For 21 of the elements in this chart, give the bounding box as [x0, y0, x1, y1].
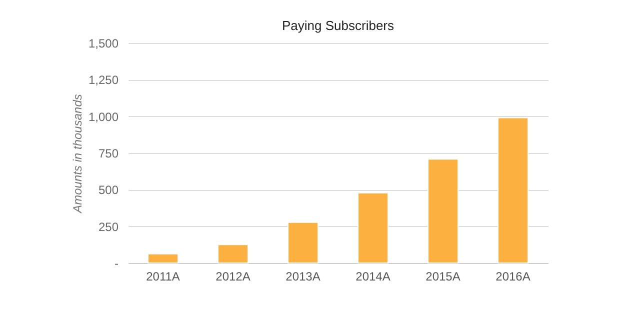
- y-axis-title: Amounts in thousands: [70, 94, 84, 214]
- text: 1,000: [88, 110, 118, 124]
- text: 1,250: [88, 73, 118, 88]
- text: 1,500: [88, 36, 118, 50]
- bar: [218, 244, 248, 264]
- x-tick-label: 2014A: [356, 270, 390, 284]
- x-tick-label: 2015A: [426, 270, 460, 284]
- y-tick-label: 250: [98, 220, 119, 234]
- bar: [148, 253, 178, 264]
- y-tick-label: 750: [98, 146, 119, 160]
- x-tick-label: 2016A: [496, 270, 530, 284]
- x-tick-label: 2011A: [146, 270, 180, 284]
- bar: [288, 222, 318, 264]
- bar: [498, 117, 528, 264]
- bar: [428, 158, 458, 264]
- y-tick-label: -: [114, 256, 118, 270]
- x-tick-label: 2013A: [286, 270, 320, 284]
- chart-title: Paying Subscribers: [282, 18, 394, 33]
- bar: [358, 192, 388, 264]
- x-tick-label: 2012A: [216, 270, 250, 284]
- y-tick-label: 500: [98, 183, 119, 198]
